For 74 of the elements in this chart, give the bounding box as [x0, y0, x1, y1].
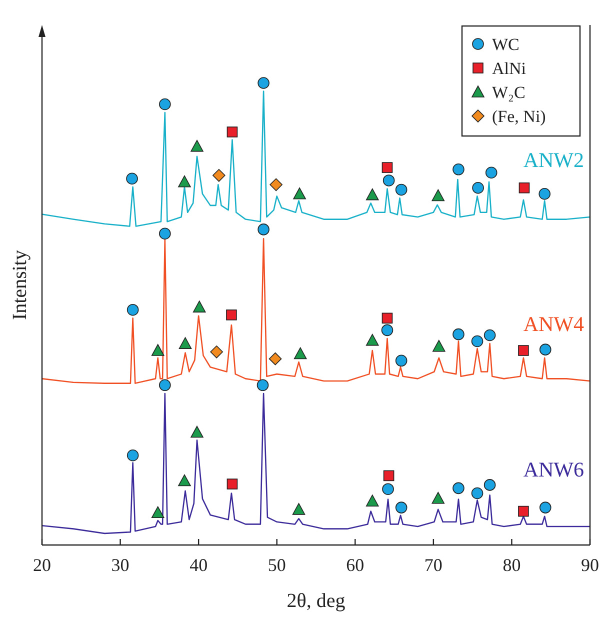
point: [452, 482, 464, 494]
point: [452, 163, 464, 176]
point: [258, 77, 270, 89]
point: [210, 345, 223, 358]
point: [151, 506, 164, 518]
point: [126, 449, 139, 462]
point: [126, 304, 139, 316]
point: [432, 340, 446, 352]
point: [159, 379, 171, 392]
point: [432, 189, 445, 202]
point: [452, 328, 464, 340]
legend-label: AlNi: [492, 59, 526, 78]
x-axis-title: 2θ, deg: [286, 590, 346, 612]
point: [192, 300, 206, 312]
point: [256, 379, 269, 392]
point: [484, 329, 496, 342]
series-label: ANW2: [523, 148, 584, 172]
point: [383, 470, 394, 482]
point: [190, 140, 204, 152]
point: [485, 166, 498, 179]
y-axis-title: Intensity: [9, 250, 31, 320]
series-label: ANW6: [523, 458, 584, 482]
x-tick-label: 50: [268, 555, 286, 575]
legend-label: (Fe, Ni): [492, 107, 546, 126]
point: [178, 474, 191, 486]
legend-label: WC: [492, 35, 520, 54]
point: [226, 478, 238, 490]
x-tick-label: 30: [111, 555, 130, 575]
point: [292, 503, 306, 515]
x-tick-label: 80: [502, 555, 521, 575]
point: [159, 98, 171, 110]
point: [538, 188, 550, 200]
point: [126, 172, 138, 185]
point: [382, 312, 393, 324]
point: [382, 483, 394, 495]
point: [151, 344, 164, 356]
x-tick-label: 20: [33, 555, 51, 575]
point: [382, 162, 393, 173]
point: [518, 182, 530, 194]
point: [381, 324, 394, 336]
point: [178, 337, 192, 349]
point: [432, 492, 445, 504]
x-tick-label: 70: [424, 555, 442, 575]
point: [471, 335, 484, 348]
point: [484, 479, 496, 491]
series-label: ANW4: [523, 312, 584, 336]
x-tick-label: 60: [346, 555, 364, 575]
x-tick-label: 90: [581, 555, 599, 575]
point: [539, 502, 552, 514]
point: [472, 182, 484, 194]
point: [471, 487, 484, 500]
point: [395, 354, 408, 367]
point: [226, 310, 237, 320]
point: [294, 347, 307, 360]
point: [518, 345, 529, 356]
point: [539, 344, 552, 356]
point: [226, 126, 238, 138]
point: [382, 174, 395, 186]
point: [270, 178, 282, 192]
point: [518, 506, 529, 517]
point: [190, 426, 204, 438]
point: [293, 187, 306, 200]
point: [366, 334, 379, 346]
point: [366, 494, 379, 507]
point: [258, 224, 270, 236]
point: [268, 352, 282, 366]
point: [395, 184, 408, 196]
point: [178, 175, 191, 188]
point: [395, 502, 408, 514]
point: [366, 188, 379, 200]
legend-label: W₂C: [492, 83, 526, 102]
x-tick-label: 40: [190, 555, 208, 575]
point: [159, 228, 171, 240]
point: [212, 169, 226, 182]
